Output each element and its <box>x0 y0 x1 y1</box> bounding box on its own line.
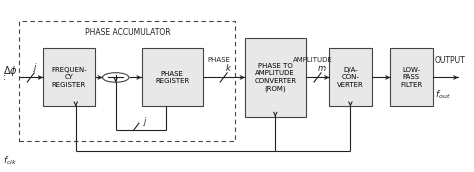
Text: OUTPUT: OUTPUT <box>435 56 465 65</box>
Bar <box>43 49 95 106</box>
Text: $\Delta\phi$: $\Delta\phi$ <box>3 64 18 78</box>
Text: j: j <box>144 117 146 126</box>
Text: PHASE: PHASE <box>208 57 230 63</box>
Text: AMPLITUDE: AMPLITUDE <box>293 57 333 63</box>
Text: $f_{clk}$: $f_{clk}$ <box>3 154 18 167</box>
Text: k: k <box>226 64 231 73</box>
Text: PHASE TO
AMPLITUDE
CONVERTER
(ROM): PHASE TO AMPLITUDE CONVERTER (ROM) <box>254 63 296 92</box>
Bar <box>390 49 433 106</box>
Text: PHASE
REGISTER: PHASE REGISTER <box>155 71 189 84</box>
Circle shape <box>102 73 129 82</box>
Text: j: j <box>34 63 36 72</box>
Text: PHASE ACCUMULATOR: PHASE ACCUMULATOR <box>85 28 170 37</box>
Text: FREQUEN-
CY
REGISTER: FREQUEN- CY REGISTER <box>51 67 87 88</box>
Text: $f_{out}$: $f_{out}$ <box>435 88 451 101</box>
Text: LOW-
PASS
FILTER: LOW- PASS FILTER <box>401 67 422 88</box>
Text: D/A-
CON-
VERTER: D/A- CON- VERTER <box>337 67 364 88</box>
Text: :: : <box>3 72 6 82</box>
Bar <box>329 49 372 106</box>
Text: m: m <box>318 64 326 73</box>
Bar <box>142 49 202 106</box>
Bar <box>245 38 306 117</box>
Bar <box>19 21 236 141</box>
